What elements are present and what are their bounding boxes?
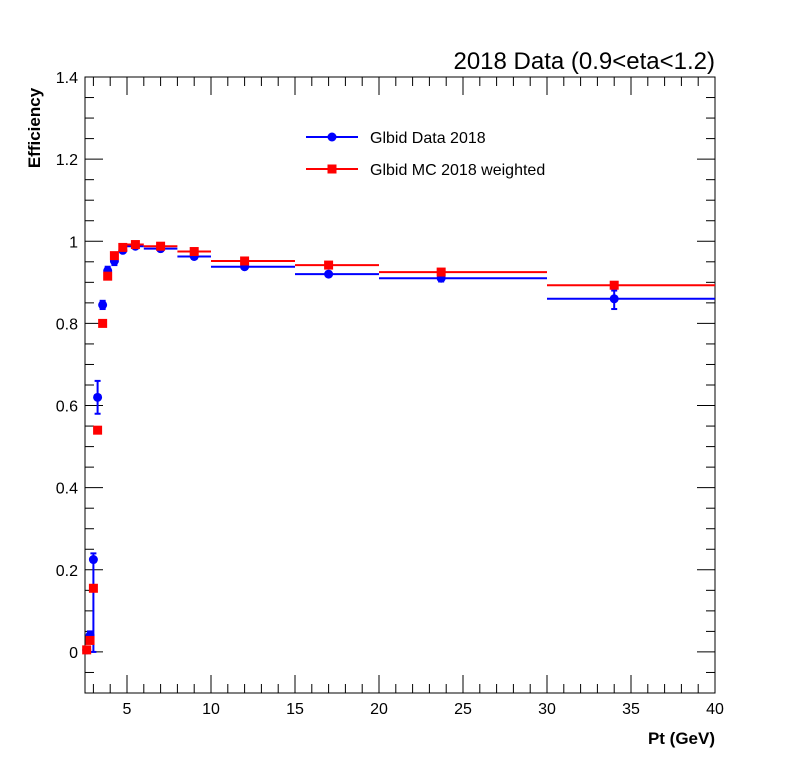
data-point — [609, 280, 619, 290]
data-point — [93, 425, 103, 435]
data-point — [82, 645, 92, 655]
legend-entry-data: Glbid Data 2018 — [306, 130, 486, 147]
x-tick-label: 40 — [706, 701, 724, 718]
legend-marker-data — [327, 132, 337, 142]
data-point — [93, 392, 103, 402]
series-layer — [82, 240, 715, 655]
axes: 0 0.2 0.4 0.6 0.8 1 1.2 1.4 5 10 15 20 25 30 35 40 — [56, 70, 724, 718]
series-1 — [82, 240, 715, 655]
data-point — [240, 256, 250, 266]
legend: Glbid Data 2018 Glbid MC 2018 weighted — [306, 130, 545, 179]
x-tick-label: 15 — [286, 701, 304, 718]
data-point — [98, 318, 108, 328]
data-point — [98, 300, 108, 310]
data-point — [189, 247, 199, 257]
y-tick-label: 0.2 — [56, 563, 78, 580]
data-point — [88, 555, 98, 565]
x-tick-label: 20 — [370, 701, 388, 718]
data-point — [85, 635, 95, 645]
x-tick-label: 25 — [454, 701, 472, 718]
x-tick-label: 30 — [538, 701, 556, 718]
data-point — [130, 240, 140, 250]
data-point — [324, 260, 334, 270]
x-axis-title: Pt (GeV) — [648, 729, 715, 748]
y-tick-label: 1.4 — [56, 70, 78, 87]
y-tick-label: 0 — [69, 645, 78, 662]
y-tick-label: 0.8 — [56, 316, 78, 333]
chart-title: 2018 Data (0.9<eta<1.2) — [453, 48, 715, 75]
y-tick-label: 1 — [69, 234, 78, 251]
data-point — [109, 251, 119, 261]
data-point — [156, 241, 166, 251]
data-point — [118, 242, 128, 252]
y-tick-label: 1.2 — [56, 152, 78, 169]
data-point — [436, 267, 446, 277]
y-tick-label: 0.4 — [56, 481, 78, 498]
series-0 — [82, 241, 715, 655]
data-point — [609, 294, 619, 304]
y-axis-title: Efficiency — [25, 87, 44, 168]
legend-marker-mc — [327, 164, 337, 174]
x-tick-label: 35 — [622, 701, 640, 718]
legend-entry-mc: Glbid MC 2018 weighted — [306, 162, 545, 179]
data-point — [324, 269, 334, 279]
data-point — [103, 271, 113, 281]
legend-label-data: Glbid Data 2018 — [370, 130, 486, 147]
legend-label-mc: Glbid MC 2018 weighted — [370, 162, 545, 179]
y-tick-label: 0.6 — [56, 399, 78, 416]
data-point — [88, 583, 98, 593]
x-tick-label: 5 — [123, 701, 132, 718]
x-tick-label: 10 — [202, 701, 220, 718]
